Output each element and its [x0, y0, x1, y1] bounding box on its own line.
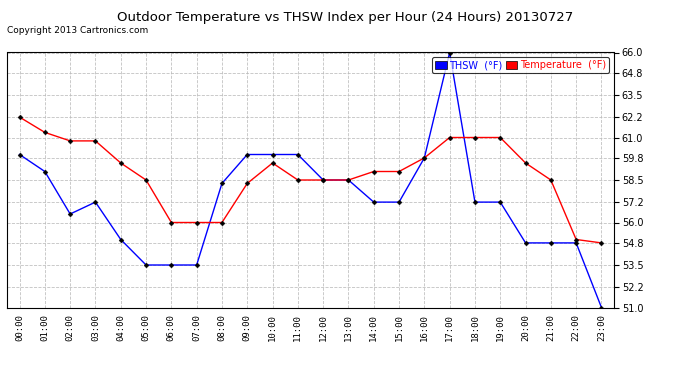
Legend: THSW  (°F), Temperature  (°F): THSW (°F), Temperature (°F)	[432, 57, 609, 73]
Text: Outdoor Temperature vs THSW Index per Hour (24 Hours) 20130727: Outdoor Temperature vs THSW Index per Ho…	[117, 11, 573, 24]
Text: Copyright 2013 Cartronics.com: Copyright 2013 Cartronics.com	[7, 26, 148, 35]
